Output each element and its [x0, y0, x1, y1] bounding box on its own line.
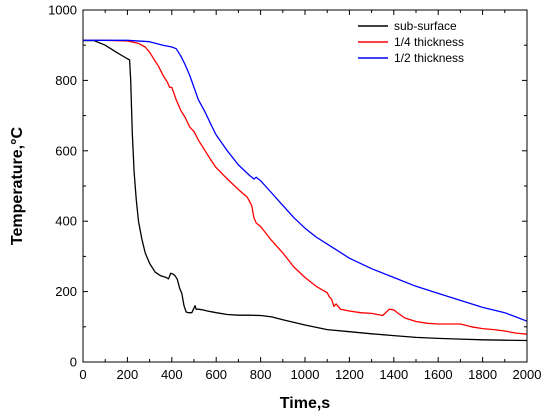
- x-tick-label: 200: [117, 367, 139, 382]
- x-tick-label: 1800: [468, 367, 497, 382]
- series-line-2: [83, 39, 528, 335]
- y-axis-title: Temperature,°C: [9, 126, 26, 245]
- x-tick-label: 1600: [424, 367, 453, 382]
- x-tick-label: 1400: [379, 367, 408, 382]
- x-tick-label: 1200: [335, 367, 364, 382]
- x-tick-label: 400: [161, 367, 183, 382]
- x-tick-label: 2000: [513, 367, 542, 382]
- axis-ticks: 0 200 400 600 800 1000 1200 1400 1600 1800 2000 0 20…: [48, 3, 541, 383]
- y-tick-label: 800: [55, 73, 77, 88]
- y-tick-label: 400: [55, 214, 77, 229]
- legend-label-2: 1/4 thickness: [394, 35, 464, 49]
- legend: sub-surface 1/4 thickness 1/2 thickness: [358, 19, 464, 65]
- x-tick-label: 0: [79, 367, 86, 382]
- x-tick-label: 1000: [291, 367, 320, 382]
- series-layer: [83, 39, 528, 342]
- y-tick-label: 600: [55, 143, 77, 158]
- legend-label-1: sub-surface: [394, 19, 457, 33]
- y-tick-label: 200: [55, 284, 77, 299]
- x-tick-label: 600: [205, 367, 227, 382]
- series-line-3: [83, 39, 528, 322]
- x-axis-title: Time,s: [280, 395, 331, 412]
- series-line-1: [83, 39, 528, 342]
- y-tick-label: 1000: [48, 3, 77, 18]
- y-tick-label: 0: [70, 355, 77, 370]
- legend-label-3: 1/2 thickness: [394, 51, 464, 65]
- x-tick-label: 800: [250, 367, 272, 382]
